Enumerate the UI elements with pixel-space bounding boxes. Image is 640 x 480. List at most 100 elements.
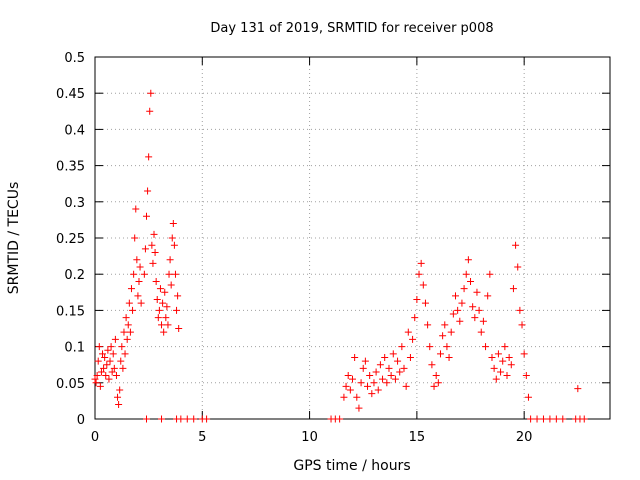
- data-point: [125, 299, 133, 307]
- data-point: [482, 343, 490, 351]
- data-point: [344, 372, 352, 380]
- data-point: [458, 299, 466, 307]
- data-point: [370, 379, 378, 387]
- data-point: [110, 364, 118, 372]
- data-point: [203, 415, 211, 423]
- data-point: [462, 270, 470, 278]
- data-point: [449, 310, 457, 318]
- data-point: [147, 89, 155, 97]
- data-point: [100, 364, 108, 372]
- data-point: [359, 364, 367, 372]
- data-point: [509, 285, 517, 293]
- data-point: [153, 296, 161, 304]
- data-point: [115, 401, 123, 409]
- data-point: [351, 353, 359, 361]
- data-point: [475, 306, 483, 314]
- data-point: [158, 321, 166, 329]
- data-point: [94, 357, 102, 365]
- data-point: [166, 256, 174, 264]
- data-point: [93, 372, 101, 380]
- data-point: [183, 415, 191, 423]
- data-point: [174, 292, 182, 300]
- data-point: [533, 415, 541, 423]
- data-point: [441, 321, 449, 329]
- x-tick-label: 20: [516, 430, 533, 445]
- data-point: [106, 357, 114, 365]
- data-point: [159, 299, 167, 307]
- data-point: [376, 361, 384, 369]
- data-point: [381, 353, 389, 361]
- data-point: [574, 385, 582, 393]
- y-axis-label: SRMTID / TECUs: [6, 182, 22, 295]
- data-point: [190, 415, 198, 423]
- data-point: [413, 296, 421, 304]
- data-point: [141, 245, 149, 253]
- data-point: [387, 372, 395, 380]
- x-tick-label: 15: [409, 430, 426, 445]
- data-point: [127, 285, 135, 293]
- data-point: [389, 350, 397, 358]
- data-point: [400, 364, 408, 372]
- data-point: [158, 415, 166, 423]
- data-point: [132, 205, 140, 213]
- y-tick-label: 0: [77, 413, 85, 428]
- data-point: [165, 270, 173, 278]
- data-point: [143, 415, 150, 423]
- data-point: [131, 234, 139, 242]
- data-point: [415, 270, 423, 278]
- data-point: [155, 306, 163, 314]
- data-point: [452, 292, 459, 300]
- data-point: [111, 335, 119, 343]
- data-point: [411, 314, 419, 322]
- data-point: [494, 350, 502, 358]
- data-point: [421, 299, 429, 307]
- data-point: [454, 306, 462, 314]
- data-point: [340, 393, 348, 401]
- data-point: [169, 220, 177, 228]
- data-point: [150, 230, 158, 238]
- data-point: [145, 153, 153, 161]
- data-point: [116, 386, 124, 394]
- data-point: [432, 372, 440, 380]
- y-tick-label: 0.45: [56, 87, 85, 102]
- data-point: [439, 332, 447, 340]
- data-point: [177, 415, 185, 423]
- y-tick-label: 0.1: [64, 341, 85, 356]
- data-point: [144, 187, 152, 195]
- chart-title: Day 131 of 2019, SRMTID for receiver p00…: [210, 21, 493, 36]
- data-point: [552, 415, 560, 423]
- data-point: [406, 353, 414, 361]
- y-tick-label: 0.15: [56, 304, 85, 319]
- data-point: [151, 248, 159, 256]
- data-point: [512, 241, 520, 249]
- data-point: [135, 277, 143, 285]
- data-point: [108, 368, 116, 376]
- data-point: [505, 353, 513, 361]
- data-point: [394, 357, 402, 365]
- data-point: [168, 234, 176, 242]
- data-point: [409, 335, 417, 343]
- data-point: [398, 343, 406, 351]
- data-point: [374, 386, 382, 394]
- data-point: [122, 314, 130, 322]
- data-point: [428, 361, 436, 369]
- data-point: [146, 107, 154, 115]
- data-point: [507, 361, 515, 369]
- data-point: [129, 306, 137, 314]
- data-point: [469, 303, 477, 311]
- y-tick-label: 0.5: [64, 51, 85, 66]
- data-point: [161, 288, 169, 296]
- data-point: [130, 270, 138, 278]
- data-point: [447, 328, 455, 336]
- data-point: [402, 382, 410, 390]
- data-point: [464, 256, 472, 264]
- data-point: [357, 379, 365, 387]
- data-point: [152, 277, 160, 285]
- data-point: [154, 314, 162, 322]
- data-point: [162, 314, 170, 322]
- data-point: [133, 256, 141, 264]
- y-tick-label: 0.2: [64, 268, 85, 283]
- data-point: [112, 372, 120, 380]
- data-point: [546, 415, 554, 423]
- data-point: [522, 372, 530, 380]
